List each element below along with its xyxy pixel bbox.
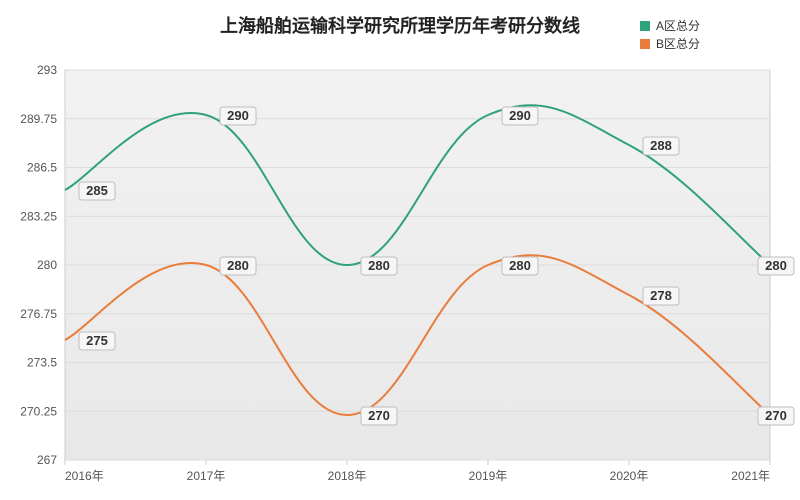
data-label: 280 bbox=[509, 258, 531, 273]
y-axis-label: 273.5 bbox=[27, 356, 57, 370]
chart-container: 267 270.25 273.5 276.75 280 283.25 286.5 289.75… bbox=[0, 0, 800, 500]
data-label: 280 bbox=[368, 258, 390, 273]
data-label: 270 bbox=[765, 408, 787, 423]
y-axis-label: 280 bbox=[37, 258, 57, 272]
y-axis-label: 270.25 bbox=[20, 404, 57, 418]
legend-label: B区总分 bbox=[656, 37, 700, 51]
y-axis-label: 283.25 bbox=[20, 209, 57, 223]
data-label: 290 bbox=[509, 108, 531, 123]
data-label: 275 bbox=[86, 333, 108, 348]
data-label: 290 bbox=[227, 108, 249, 123]
y-axis-label: 286.5 bbox=[27, 161, 57, 175]
x-axis-label: 2018年 bbox=[328, 469, 367, 483]
chart-title: 上海船舶运输科学研究所理学历年考研分数线 bbox=[220, 15, 580, 36]
x-axis-label: 2020年 bbox=[610, 469, 649, 483]
y-axis-label: 293 bbox=[37, 63, 57, 77]
data-label: 285 bbox=[86, 183, 108, 198]
data-label: 278 bbox=[650, 288, 672, 303]
data-label: 280 bbox=[227, 258, 249, 273]
legend-label: A区总分 bbox=[656, 19, 700, 33]
x-axis-label: 2016年 bbox=[65, 469, 104, 483]
chart-svg: 267 270.25 273.5 276.75 280 283.25 286.5 289.75… bbox=[0, 0, 800, 500]
x-axis-label: 2019年 bbox=[469, 469, 508, 483]
y-axis-label: 289.75 bbox=[20, 112, 57, 126]
x-axis-label: 2017年 bbox=[187, 469, 226, 483]
y-axis-label: 276.75 bbox=[20, 307, 57, 321]
legend-marker bbox=[640, 21, 650, 31]
y-axis-label: 267 bbox=[37, 453, 57, 467]
data-label: 288 bbox=[650, 138, 672, 153]
data-label: 270 bbox=[368, 408, 390, 423]
data-label: 280 bbox=[765, 258, 787, 273]
legend-marker bbox=[640, 39, 650, 49]
x-axis-label: 2021年 bbox=[731, 469, 770, 483]
